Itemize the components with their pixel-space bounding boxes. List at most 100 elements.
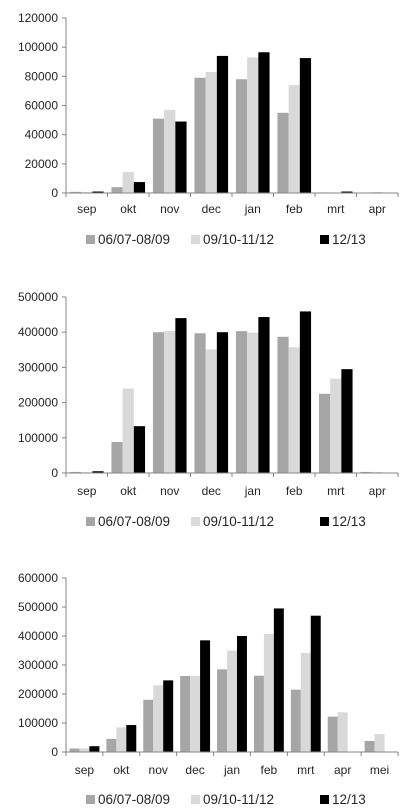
bar (175, 318, 187, 473)
y-tick-label: 200000 (18, 687, 58, 701)
y-tick-label: 500000 (18, 290, 58, 304)
bar (235, 331, 248, 473)
x-tick-label: nov (149, 763, 168, 777)
legend-label: 12/13 (332, 792, 366, 807)
bar (299, 311, 312, 473)
legend: 06/07-08/09 09/10-11/12 12/13 (86, 514, 366, 529)
bar (374, 734, 385, 752)
bar (69, 471, 82, 473)
bar (227, 650, 237, 752)
bar (116, 727, 127, 752)
x-tick-label: dec (202, 484, 221, 498)
x-tick-label: okt (120, 202, 137, 216)
x-tick-label: nov (160, 484, 179, 498)
bar (163, 680, 174, 752)
bar (273, 608, 284, 752)
bar (152, 332, 165, 473)
x-tick-label: mrt (327, 202, 345, 216)
bar (247, 332, 259, 473)
x-tick-label: mrt (327, 484, 345, 498)
bar (92, 471, 104, 473)
y-tick-label: 0 (51, 466, 58, 480)
bar (330, 378, 342, 473)
bar (180, 676, 191, 752)
x-tick-label: nov (160, 202, 179, 216)
bar (337, 712, 348, 752)
legend-swatch (320, 235, 329, 244)
legend-label: 12/13 (332, 514, 366, 529)
x-tick-label: jan (244, 484, 261, 498)
y-tick-label: 100000 (18, 40, 58, 54)
y-tick-label: 0 (51, 186, 58, 200)
bar (190, 676, 201, 752)
bar (133, 426, 146, 473)
bar (194, 77, 206, 193)
bar (247, 57, 259, 194)
legend-label: 06/07-08/09 (98, 232, 170, 247)
bar (89, 746, 100, 752)
y-tick-label: 600000 (18, 571, 58, 585)
legend-swatch (86, 795, 95, 804)
bar (299, 58, 312, 193)
y-tick-label: 100000 (18, 431, 58, 445)
x-tick-label: sep (77, 484, 97, 498)
legend: 06/07-08/09 09/10-11/12 12/13 (86, 232, 366, 247)
legend-label: 09/10-11/12 (203, 232, 274, 247)
chart-1: 0 20000 40000 60000 80000 100000 120000 sep okt n… (18, 11, 399, 247)
bar (364, 740, 375, 752)
x-tick-label: apr (334, 763, 351, 777)
bar (164, 331, 176, 473)
x-tick-label: dec (202, 202, 221, 216)
bar (200, 640, 211, 752)
bar (258, 52, 270, 193)
bar (277, 336, 289, 473)
y-tick-label: 400000 (18, 325, 58, 339)
bar (327, 716, 338, 752)
legend-label: 09/10-11/12 (203, 514, 274, 529)
bar (288, 85, 300, 193)
bar (371, 471, 383, 473)
x-tick-label: apr (369, 202, 386, 216)
legend-swatch (86, 517, 95, 526)
bar (217, 669, 228, 752)
y-tick-label: 120000 (18, 11, 58, 25)
legend-label: 09/10-11/12 (203, 792, 274, 807)
bar (288, 347, 300, 473)
bar (152, 118, 165, 194)
legend-swatch (191, 235, 200, 244)
bar (263, 633, 274, 752)
bar (92, 191, 104, 193)
legend: 06/07-08/09 09/10-11/12 12/13 (86, 792, 366, 807)
bar (300, 652, 311, 752)
y-tick-label: 300000 (18, 658, 58, 672)
bar (318, 393, 331, 473)
legend-swatch (320, 795, 329, 804)
x-tick-label: mei (370, 763, 389, 777)
x-tick-label: feb (286, 202, 303, 216)
bar (69, 748, 80, 752)
legend-swatch (320, 517, 329, 526)
x-tick-label: sep (77, 202, 97, 216)
bar (122, 388, 134, 473)
bar (258, 317, 270, 473)
y-tick-label: 100000 (18, 716, 58, 730)
bar (341, 369, 353, 473)
bar (111, 442, 123, 473)
bar (106, 738, 117, 752)
bar (235, 79, 248, 193)
legend-label: 12/13 (332, 232, 366, 247)
bar (143, 699, 154, 752)
bar (216, 332, 229, 473)
y-tick-label: 60000 (25, 99, 59, 113)
bar (126, 725, 137, 752)
bar (216, 55, 229, 193)
x-tick-label: apr (369, 484, 386, 498)
y-tick-label: 300000 (18, 360, 58, 374)
x-tick-label: feb (286, 484, 303, 498)
x-tick-label: jan (223, 763, 240, 777)
legend-swatch (191, 517, 200, 526)
x-tick-label: dec (185, 763, 204, 777)
x-tick-label: okt (120, 484, 137, 498)
x-tick-label: feb (261, 763, 278, 777)
